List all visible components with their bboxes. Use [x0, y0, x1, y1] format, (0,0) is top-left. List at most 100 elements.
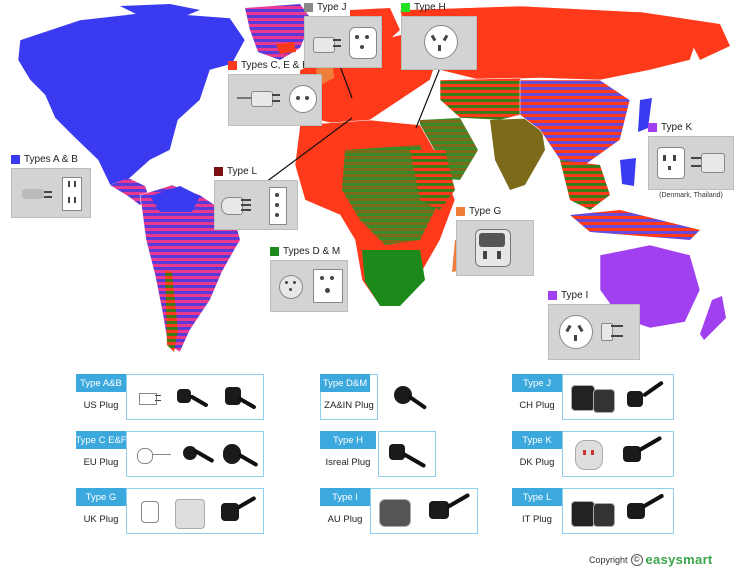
map-southeast-asia [560, 160, 610, 210]
au-socket-plug-icon [548, 304, 640, 360]
map-india [490, 118, 545, 190]
card-tab: Type C E&F [75, 431, 127, 449]
card-tab: Type D&M [320, 374, 370, 392]
card-name: US Plug [83, 400, 119, 411]
card-type-k: Type K DK Plug [512, 431, 700, 477]
callout-type-i: Type I [548, 290, 640, 360]
card-frame [562, 431, 674, 477]
card-frame [378, 431, 436, 477]
swatch-types-cef [228, 61, 237, 70]
au-plug-cable-icon [425, 492, 475, 529]
eu-plug-cable-icon [175, 438, 215, 472]
swatch-type-h [401, 3, 410, 12]
au-adapter-icon [377, 495, 421, 529]
card-tab: Type K [512, 431, 562, 449]
callout-label-types-cef: Types C, E & F [241, 60, 309, 71]
card-name: ZA&IN Plug [324, 400, 374, 411]
map-southern-africa [362, 250, 425, 306]
map-philippines [620, 158, 636, 186]
swatch-type-j [304, 3, 313, 12]
leader-line-type-j [339, 65, 353, 99]
swatch-types-ab [11, 155, 20, 164]
leader-line-type-h [415, 67, 441, 129]
callout-type-j: Type J [304, 2, 382, 68]
callout-label-types-dm: Types D & M [283, 246, 341, 257]
card-type-h: Type H Isreal Plug [320, 431, 508, 477]
leader-line-type-l [261, 117, 353, 186]
card-type-j: Type J CH Plug [512, 374, 700, 420]
card-name: UK Plug [83, 514, 119, 525]
eu-schuko-plug-icon [219, 438, 263, 472]
callout-types-cef: Types C, E & F [228, 60, 322, 126]
it-plug-cable-icon [623, 493, 669, 529]
callout-label-type-h: Type H [414, 2, 446, 13]
swiss-plug-socket-icon [304, 16, 382, 68]
card-tab: Type I [320, 488, 370, 506]
map-east-africa [410, 150, 455, 210]
us-plug-grounded-icon [217, 381, 257, 415]
swatch-type-l [214, 167, 223, 176]
eu-plug-outline-icon [133, 438, 173, 472]
card-frame [562, 488, 674, 534]
israel-plug-icon [385, 438, 431, 472]
israel-socket-icon [401, 16, 477, 70]
map-north-america [17, 11, 246, 186]
callout-types-ab: Types A & B [11, 154, 91, 218]
callout-label-types-ab: Types A & B [24, 154, 78, 165]
dk-plug-cable-icon [619, 435, 669, 472]
card-type-l: Type L IT Plug [512, 488, 700, 534]
callout-type-l: Type L [214, 166, 298, 230]
card-name: EU Plug [83, 457, 119, 468]
brand-logo: easysmart [645, 552, 713, 567]
map-venezuela [150, 186, 200, 212]
uk-adapter-icon [171, 495, 211, 529]
card-tab: Type A&B [76, 374, 126, 392]
copyright-prefix: Copyright [589, 554, 628, 565]
card-tab: Type L [512, 488, 562, 506]
callout-label-type-i: Type I [561, 290, 589, 301]
card-name: Isreal Plug [325, 457, 371, 468]
card-name: IT Plug [522, 514, 552, 525]
swatch-type-i [548, 291, 557, 300]
callout-label-type-k: Type K [661, 122, 693, 133]
copyright-notice: Copyright © easysmart [589, 552, 713, 567]
map-chile [165, 270, 178, 352]
copyright-symbol: © [630, 553, 643, 566]
callout-label-type-l: Type L [227, 166, 258, 177]
map-central-america [110, 178, 150, 205]
card-frame [562, 374, 674, 420]
world-plug-map [17, 4, 730, 353]
callout-type-g: Type G [456, 206, 534, 276]
card-frame [126, 488, 264, 534]
it-adapter-icon [569, 495, 619, 529]
swatch-types-dm [270, 247, 279, 256]
us-plug-socket-icon [11, 168, 91, 218]
us-plug-outline-icon [135, 381, 165, 415]
map-iceland [276, 42, 296, 54]
map-russia-east [640, 12, 730, 60]
card-type-dm: Type D&M ZA&IN Plug [320, 374, 508, 420]
map-arctic-islands [120, 4, 200, 18]
za-in-plug-icon [386, 380, 428, 414]
map-greenland [245, 4, 312, 60]
swatch-type-g [456, 207, 465, 216]
swatch-type-k [648, 123, 657, 132]
callout-type-h: Type H [401, 2, 477, 70]
eu-plug-socket-icon [228, 74, 322, 126]
card-type-ab: Type A&B US Plug [76, 374, 264, 420]
map-new-zealand [700, 296, 726, 340]
uk-plug-icon [456, 220, 534, 276]
card-name: AU Plug [327, 514, 363, 525]
uk-plug-outline-icon [135, 495, 165, 529]
dk-adapter-icon [571, 438, 611, 472]
us-plug-cable-icon [171, 381, 211, 415]
ch-adapter-icon [569, 381, 619, 415]
uk-plug-cable-icon [217, 495, 261, 529]
callout-types-dm: Types D & M [270, 246, 348, 312]
card-tab: Type G [76, 488, 126, 506]
callout-label-type-j: Type J [317, 2, 347, 13]
card-frame [126, 431, 264, 477]
map-indonesia [570, 210, 700, 240]
card-tab: Type J [512, 374, 562, 392]
callout-note-type-k: (Denmark, Thailand) [659, 192, 723, 199]
